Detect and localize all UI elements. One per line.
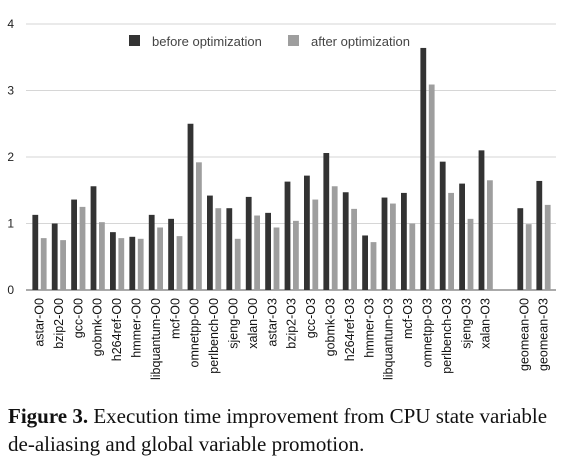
bar-before xyxy=(207,195,213,290)
bar-after xyxy=(118,238,125,290)
bar-before xyxy=(245,196,252,290)
bar-after xyxy=(487,180,493,290)
bar-after xyxy=(273,227,280,290)
x-tick-label: mcf-O0 xyxy=(168,298,182,339)
bar-after xyxy=(234,238,241,290)
x-tick-label: gobmk-O3 xyxy=(324,298,338,356)
bar-after xyxy=(331,186,338,290)
x-tick-label: libquantum-O3 xyxy=(382,298,396,380)
x-tick-label: hmmer-O0 xyxy=(130,298,144,358)
bar-before xyxy=(420,47,427,290)
bar-before xyxy=(168,218,174,290)
bars xyxy=(32,47,551,291)
x-axis-labels: astar-O0 bzip2-O0 gcc-O0 gobmk-O0 h264ref-O0… xyxy=(33,298,551,380)
x-tick-label: xalan-O0 xyxy=(246,298,260,349)
y-tick-label: 1 xyxy=(7,217,14,231)
legend-label-before: before optimization xyxy=(152,34,262,49)
y-tick-label: 3 xyxy=(7,84,14,98)
x-tick-label: omnetpp-O0 xyxy=(188,298,202,368)
x-tick-label: bzip2-O3 xyxy=(285,298,299,349)
bar-after xyxy=(351,208,357,290)
legend-swatch-after xyxy=(288,35,299,46)
legend: before optimization after optimization xyxy=(129,34,410,49)
y-tick-label: 2 xyxy=(7,150,14,164)
bar-before xyxy=(439,161,446,290)
bar-before xyxy=(304,175,310,290)
bar-after xyxy=(60,240,66,291)
bar-before xyxy=(381,197,388,290)
bar-after xyxy=(525,224,532,290)
bar-after xyxy=(544,204,551,290)
bar-chart: 0 1 2 3 4 astar-O0 bzip2-O0 gcc-O0 gobmk-O0 h264… xyxy=(7,17,556,380)
bar-before xyxy=(284,181,291,290)
x-tick-label: mcf-O3 xyxy=(401,298,415,339)
bar-before xyxy=(517,208,524,290)
bar-before xyxy=(226,208,233,290)
bar-before xyxy=(129,236,136,290)
bar-before xyxy=(32,214,39,290)
bar-after xyxy=(370,242,377,290)
x-tick-label: astar-O0 xyxy=(33,298,47,347)
bar-before xyxy=(51,223,58,290)
y-axis-ticks: 0 1 2 3 4 xyxy=(7,17,14,297)
x-tick-label: perlbench-O3 xyxy=(440,298,454,374)
figure-label: Figure 3. xyxy=(8,404,89,428)
x-tick-label: hmmer-O3 xyxy=(362,298,376,358)
caption-text: Execution time improvement from CPU stat… xyxy=(8,404,548,456)
y-tick-label: 0 xyxy=(7,283,14,297)
x-tick-label: xalan-O3 xyxy=(479,298,493,349)
bar-after xyxy=(40,238,47,290)
x-tick-label: sjeng-O0 xyxy=(227,298,241,349)
bar-after xyxy=(79,206,86,291)
bar-before xyxy=(536,180,543,290)
bar-after xyxy=(428,84,435,291)
bar-after xyxy=(196,162,202,290)
bar-before xyxy=(478,150,485,290)
bar-after xyxy=(137,238,144,290)
bar-before xyxy=(401,192,407,290)
legend-label-after: after optimization xyxy=(311,34,410,49)
x-tick-label: omnetpp-O3 xyxy=(421,298,435,368)
bar-after xyxy=(293,220,299,290)
x-tick-label: perlbench-O0 xyxy=(207,298,221,374)
bar-after xyxy=(312,199,319,290)
bar-after xyxy=(157,227,163,290)
x-tick-label: astar-O3 xyxy=(265,298,279,347)
x-tick-label: h264ref-O0 xyxy=(110,298,124,361)
bar-before xyxy=(323,153,330,290)
bar-before xyxy=(342,192,349,290)
x-tick-label: gobmk-O0 xyxy=(91,298,105,356)
bar-after xyxy=(448,192,454,290)
x-tick-label: sjeng-O3 xyxy=(459,298,473,349)
y-tick-label: 4 xyxy=(7,17,14,31)
bar-before xyxy=(71,199,77,290)
gridlines xyxy=(26,23,556,291)
legend-swatch-before xyxy=(129,35,140,46)
x-tick-label: geomean-O3 xyxy=(537,298,551,371)
bar-before xyxy=(265,212,271,290)
bar-before xyxy=(110,232,116,290)
bar-after xyxy=(409,223,416,290)
bar-before xyxy=(90,186,97,290)
bar-after xyxy=(99,222,105,290)
bar-after xyxy=(176,236,183,290)
bar-after xyxy=(467,218,474,290)
x-tick-label: bzip2-O0 xyxy=(52,298,66,349)
bar-after xyxy=(215,208,222,290)
bar-before xyxy=(362,235,368,290)
bar-before xyxy=(459,183,465,290)
bar-before xyxy=(148,214,155,290)
bar-after xyxy=(254,215,260,290)
x-tick-label: gcc-O3 xyxy=(304,298,318,338)
bar-after xyxy=(390,203,396,290)
x-tick-label: h264ref-O3 xyxy=(343,298,357,361)
x-tick-label: geomean-O0 xyxy=(518,298,532,371)
figure-caption: Figure 3. Execution time improvement fro… xyxy=(8,402,560,458)
x-tick-label: gcc-O0 xyxy=(71,298,85,338)
bar-before xyxy=(187,123,194,290)
x-tick-label: libquantum-O0 xyxy=(149,298,163,380)
